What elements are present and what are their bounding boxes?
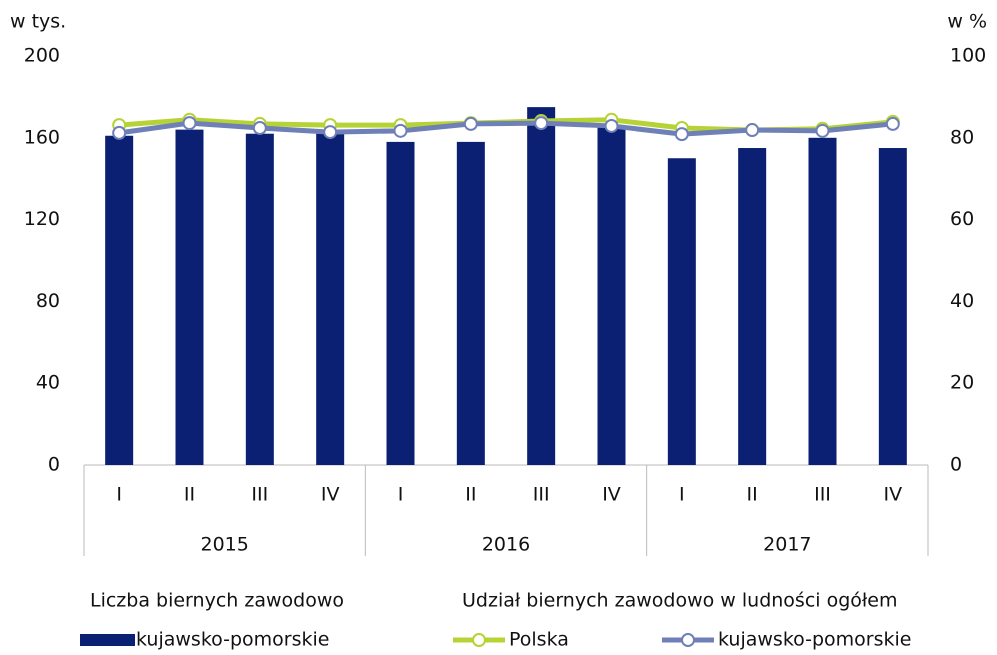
line-marker	[745, 123, 760, 138]
x-tick-label: IV	[321, 484, 340, 506]
y-tick-label: 200	[24, 45, 60, 67]
bar	[316, 133, 345, 465]
legend-label: kujawsko-pomorskie	[718, 629, 911, 651]
group-label: 2017	[763, 534, 811, 556]
y-tick-label: 40	[36, 372, 60, 394]
y2-tick-label: 100	[950, 45, 986, 67]
line-marker	[885, 116, 900, 131]
bar	[105, 135, 134, 465]
line-marker	[182, 116, 197, 131]
line-marker	[674, 127, 689, 142]
y2-unit-label: w %	[947, 11, 987, 33]
bar	[386, 141, 415, 465]
y-tick-label: 160	[24, 126, 60, 148]
x-tick-label: III	[814, 484, 831, 506]
x-tick-label: I	[679, 484, 685, 506]
group-label: 2016	[482, 534, 530, 556]
y2-tick-label: 60	[950, 208, 974, 230]
line-marker	[393, 123, 408, 138]
line-marker	[604, 118, 619, 133]
x-tick-label: II	[747, 484, 758, 506]
x-tick-label: IV	[884, 484, 903, 506]
line-marker	[815, 123, 830, 138]
y2-tick-label: 80	[950, 126, 974, 148]
x-tick-label: III	[251, 484, 268, 506]
bar	[667, 158, 696, 465]
legend-marker	[472, 633, 486, 647]
line-marker	[252, 120, 267, 135]
bar	[456, 141, 485, 465]
x-tick-label: II	[184, 484, 195, 506]
y2-tick-label: 0	[950, 454, 962, 476]
bar	[878, 148, 907, 465]
bar	[597, 127, 626, 465]
bar	[245, 133, 274, 465]
bar	[175, 129, 204, 465]
line-marker	[534, 116, 549, 131]
legend-group-title: Udział biernych zawodowo w ludności ogół…	[462, 590, 898, 612]
y-tick-label: 0	[48, 454, 60, 476]
x-tick-label: II	[465, 484, 476, 506]
line-marker	[463, 116, 478, 131]
x-tick-label: I	[116, 484, 122, 506]
legend-swatch	[80, 634, 135, 646]
y-tick-label: 120	[24, 208, 60, 230]
legend-label: kujawsko-pomorskie	[136, 629, 329, 651]
y-unit-label: w tys.	[10, 11, 66, 33]
x-tick-label: IV	[602, 484, 621, 506]
legend-group-title: Liczba biernych zawodowo	[90, 590, 344, 612]
line	[118, 120, 894, 137]
x-tick-label: I	[398, 484, 404, 506]
bar	[527, 107, 556, 465]
y-tick-label: 80	[36, 290, 60, 312]
group-label: 2015	[200, 534, 248, 556]
line-marker	[323, 125, 338, 140]
bar	[808, 137, 837, 466]
legend-marker	[681, 633, 695, 647]
legend-label: Polska	[509, 629, 569, 651]
line-marker	[112, 125, 127, 140]
y2-tick-label: 40	[950, 290, 974, 312]
bar	[738, 148, 767, 465]
x-tick-label: III	[533, 484, 550, 506]
y2-tick-label: 20	[950, 372, 974, 394]
